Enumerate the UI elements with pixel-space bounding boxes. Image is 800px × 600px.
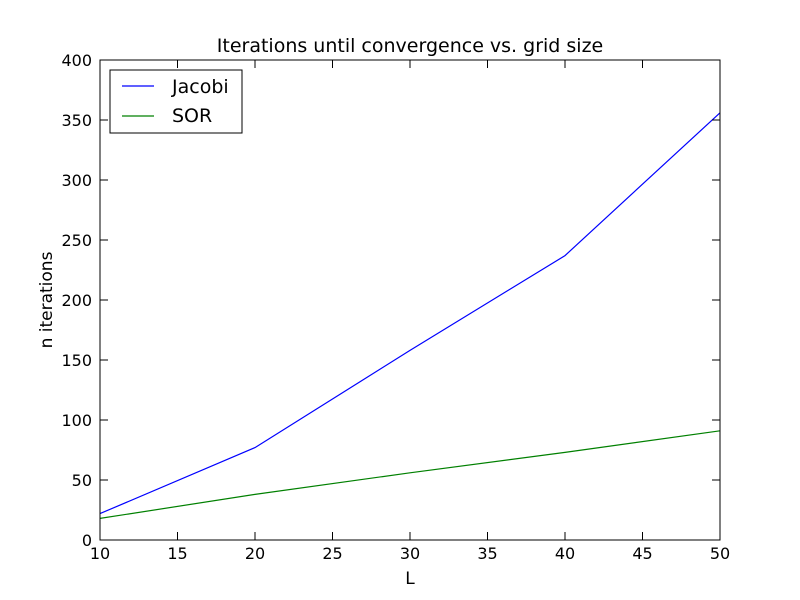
x-tick-label: 25: [322, 544, 342, 563]
x-tick-label: 15: [167, 544, 187, 563]
y-tick-label: 150: [61, 351, 92, 370]
x-tick-label: 30: [400, 544, 420, 563]
series-line-jacobi: [99, 112, 721, 515]
y-tick-label: 100: [61, 411, 92, 430]
y-axis-label: n iterations: [37, 251, 57, 348]
x-axis-ticks: 10 15 20 25 30 35 40 45 50: [90, 60, 730, 563]
data-point-jacobi: [564, 255, 565, 256]
legend: Jacobi SOR: [109, 69, 243, 134]
series-line-sor: [99, 430, 721, 519]
x-tick-label: 40: [555, 544, 575, 563]
y-tick-label: 400: [61, 51, 92, 70]
x-tick-label: 45: [632, 544, 652, 563]
data-point-sor: [254, 494, 255, 495]
legend-label-sor: SOR: [172, 105, 212, 127]
y-tick-label: 350: [61, 111, 92, 130]
data-point-jacobi: [409, 350, 410, 351]
y-tick-label: 200: [61, 291, 92, 310]
legend-label-jacobi: Jacobi: [171, 76, 229, 98]
y-tick-label: 250: [61, 231, 92, 250]
x-tick-label: 20: [245, 544, 265, 563]
x-tick-label: 35: [477, 544, 497, 563]
chart-title: Iterations until convergence vs. grid si…: [217, 35, 603, 57]
data-point-sor: [409, 472, 410, 473]
x-tick-label: 50: [710, 544, 730, 563]
y-tick-label: 300: [61, 171, 92, 190]
x-axis-label: L: [405, 569, 415, 589]
y-axis-ticks: 0 50 100 150 200 250 300 350 400: [61, 51, 720, 550]
data-point-sor: [564, 452, 565, 453]
data-point-jacobi: [254, 447, 255, 448]
y-tick-label: 0: [82, 531, 92, 550]
legend-box: [109, 69, 243, 134]
x-tick-label: 10: [90, 544, 110, 563]
y-tick-label: 50: [72, 471, 92, 490]
series-layer: [99, 112, 721, 519]
